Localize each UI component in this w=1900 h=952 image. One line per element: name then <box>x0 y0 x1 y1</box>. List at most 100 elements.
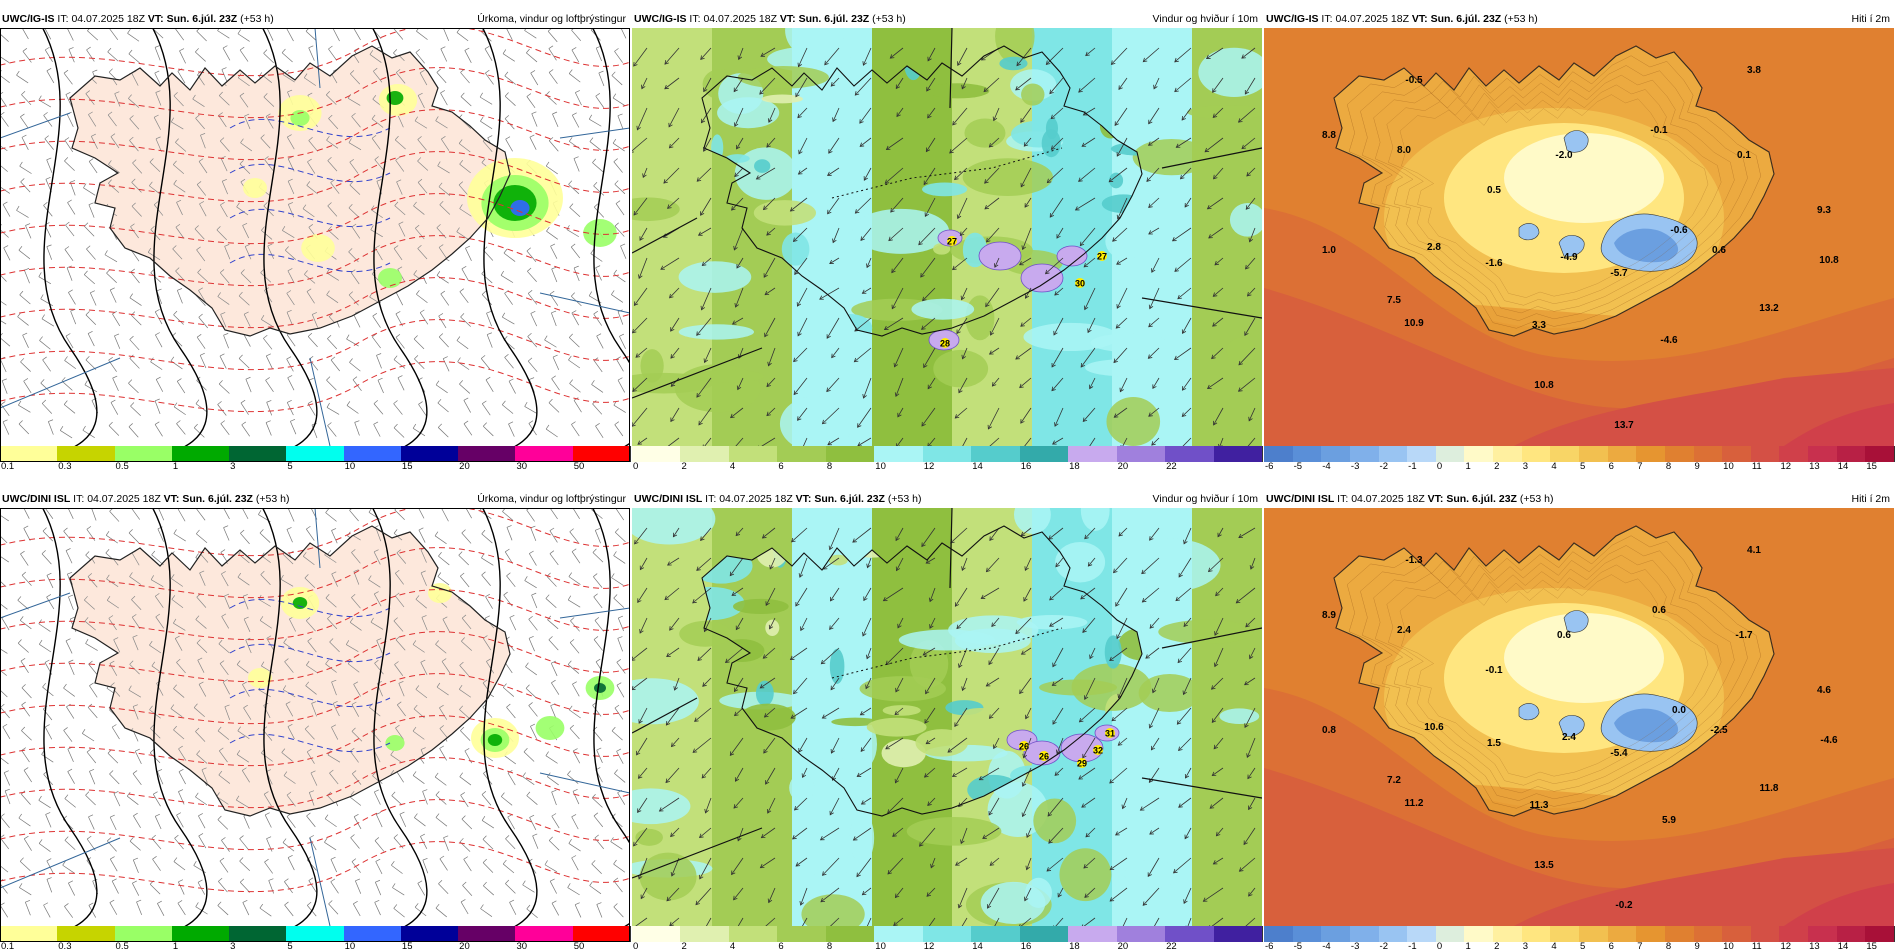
colorbar-tick: 3 <box>1523 462 1528 472</box>
temp-label: 3.8 <box>1747 65 1761 76</box>
colorbar-swatch <box>573 446 631 462</box>
colorbar-swatch <box>401 446 459 462</box>
temp-label: 5.9 <box>1662 815 1676 826</box>
colorbar-tick: 5 <box>1580 462 1585 472</box>
precip-map <box>0 508 630 926</box>
vt-value: Sun. 6.júl. 23Z <box>814 493 885 505</box>
colorbar-tick: 14 <box>1838 462 1849 472</box>
colorbar-swatch <box>1779 926 1809 942</box>
colorbar-tick: 6 <box>1609 462 1614 472</box>
temp-label: 13.5 <box>1534 860 1554 871</box>
colorbar-swatch <box>1608 446 1638 462</box>
colorbar-tick: 2 <box>681 462 686 472</box>
temp-label: 8.0 <box>1397 145 1411 156</box>
colorbar-swatch <box>1751 446 1781 462</box>
panel-title: Vindur og hviður í 10m <box>1153 490 1258 508</box>
colorbar-swatch <box>1321 926 1351 942</box>
colorbar-tick: 12 <box>1780 942 1791 952</box>
colorbar-swatch <box>1665 446 1695 462</box>
colorbar-tick: 20 <box>1118 942 1129 952</box>
colorbar-tick: 6 <box>1609 942 1614 952</box>
colorbar-swatch <box>57 446 115 462</box>
colorbar-swatch <box>1321 446 1351 462</box>
colorbar-swatch <box>680 926 729 942</box>
panel-header: UWC/IG-IS IT: 04.07.2025 18Z VT: Sun. 6.… <box>1264 10 1894 28</box>
vt-value: Sun. 6.júl. 23Z <box>1446 493 1517 505</box>
temp-label: -1.3 <box>1405 555 1423 566</box>
temp-label: 13.7 <box>1614 420 1634 431</box>
colorbar-swatch <box>1751 926 1781 942</box>
temp-label: -0.2 <box>1615 900 1633 911</box>
colorbar-swatch <box>1865 446 1895 462</box>
temp-label: 0.5 <box>1487 185 1501 196</box>
panel-precip-top: UWC/IG-IS IT: 04.07.2025 18Z VT: Sun. 6.… <box>0 10 630 472</box>
colorbar-swatch <box>923 926 972 942</box>
vt-value: Sun. 6.júl. 23Z <box>182 493 253 505</box>
panel-header: UWC/IG-IS IT: 04.07.2025 18Z VT: Sun. 6.… <box>0 10 630 28</box>
colorbar-swatch <box>1165 926 1214 942</box>
colorbar-swatch <box>1214 926 1263 942</box>
temp-label: 0.6 <box>1557 630 1571 641</box>
lead-time: (+53 h) <box>256 493 290 505</box>
colorbar-tick: 0.5 <box>116 942 129 952</box>
vt-label: VT: <box>796 493 812 505</box>
colorbar-swatch <box>1694 446 1724 462</box>
vt-value: Sun. 6.júl. 23Z <box>167 13 238 25</box>
colorbar-tick: 11 <box>1752 462 1762 472</box>
colorbar-swatch <box>1522 926 1552 942</box>
panel-temp-bottom: UWC/DINI ISL IT: 04.07.2025 18Z VT: Sun.… <box>1264 490 1894 952</box>
temp-label: 3.3 <box>1532 320 1546 331</box>
temp-label: 0.1 <box>1737 150 1751 161</box>
colorbar-tick: 10 <box>875 942 886 952</box>
colorbar-swatch <box>1837 446 1867 462</box>
colorbar-tick: -3 <box>1351 942 1359 952</box>
temp-label: 8.8 <box>1322 130 1336 141</box>
colorbar-swatch <box>1407 446 1437 462</box>
colorbar-tick: 3 <box>230 462 235 472</box>
colorbar-tick: 50 <box>574 942 585 952</box>
colorbar-tick: -5 <box>1294 462 1302 472</box>
colorbar-tick: 10 <box>345 942 356 952</box>
it-value: 04.07.2025 18Z <box>1335 13 1409 25</box>
temp-label: 10.8 <box>1819 255 1839 266</box>
colorbar-tick: 10 <box>1723 462 1734 472</box>
colorbar-tick: 5 <box>287 462 292 472</box>
gust-label: 28 <box>940 339 950 349</box>
colorbar-tick: -2 <box>1380 462 1388 472</box>
colorbar-swatch <box>458 446 516 462</box>
colorbar-swatch <box>229 926 287 942</box>
colorbar-swatch <box>923 446 972 462</box>
colorbar-swatch <box>172 446 230 462</box>
colorbar-tick: -6 <box>1265 462 1273 472</box>
colorbar-swatch <box>172 926 230 942</box>
vt-label: VT: <box>1428 493 1444 505</box>
colorbar-tick: 0 <box>633 942 638 952</box>
temp-label: 1.5 <box>1487 738 1501 749</box>
colorbar-swatch <box>115 926 173 942</box>
colorbar-swatch <box>826 446 875 462</box>
colorbar-swatch <box>874 446 923 462</box>
colorbar-tick: 22 <box>1166 462 1177 472</box>
colorbar-tick: 2 <box>681 942 686 952</box>
colorbar-swatch <box>1350 926 1380 942</box>
colorbar-swatch <box>1579 926 1609 942</box>
colorbar-swatch <box>1436 926 1466 942</box>
temp-label: 2.4 <box>1562 732 1576 743</box>
colorbar-tick: 22 <box>1166 942 1177 952</box>
lead-time: (+53 h) <box>1504 13 1538 25</box>
colorbar-tick: 0 <box>1437 462 1442 472</box>
colorbar-swatch <box>1379 926 1409 942</box>
it-label: IT: <box>1321 13 1332 25</box>
colorbar-tick: 12 <box>924 942 935 952</box>
colorbar-swatch <box>1808 926 1838 942</box>
temp-label: -4.6 <box>1660 335 1678 346</box>
colorbar-tick: 3 <box>1523 942 1528 952</box>
colorbar-swatch <box>1464 446 1494 462</box>
temp-label: 0.6 <box>1652 605 1666 616</box>
panel-title: Hiti í 2m <box>1851 490 1890 508</box>
lead-time: (+53 h) <box>872 13 906 25</box>
colorbar-tick: 8 <box>827 462 832 472</box>
temp-label: 11.8 <box>1760 783 1779 794</box>
colorbar-tick: -5 <box>1294 942 1302 952</box>
